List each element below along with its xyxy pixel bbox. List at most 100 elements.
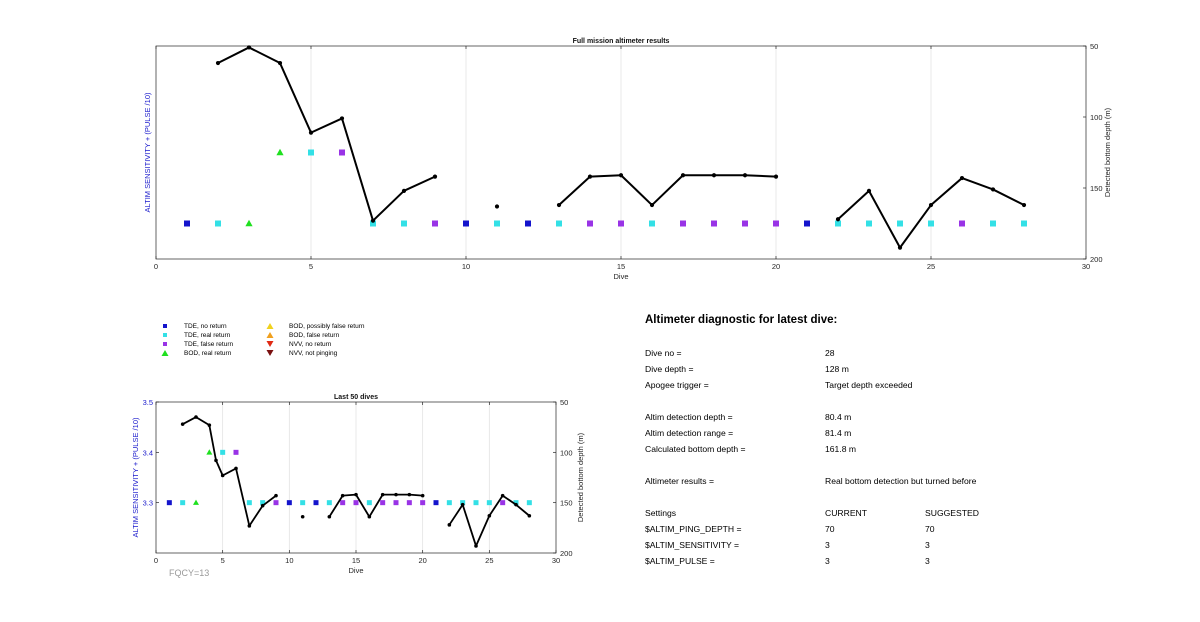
ping-depth-label: $ALTIM_PING_DEPTH = [645,524,742,534]
legend-marker [163,342,167,346]
bottom-depth-point [214,458,218,463]
bottom-depth-point [300,514,305,519]
data-point [370,220,376,227]
dive-no-value: 28 [825,348,835,358]
y-right-axis-label: Detected bottom depth (m) [576,432,585,522]
chart-title: Full mission altimeter results [573,38,670,45]
bottom-depth-point [274,493,278,498]
data-point [486,500,492,506]
bottom-depth-point [380,492,385,497]
x-tick-label: 0 [154,556,158,565]
legend-label: BOD, real return [184,349,232,357]
data-point [556,220,562,227]
data-point [308,149,314,156]
x-tick-label: 25 [485,556,493,565]
data-point [393,500,399,506]
bottom-depth-point [835,217,841,222]
data-point [618,220,624,227]
data-point [166,500,172,506]
bottom-depth-point [447,523,452,527]
legend-label: BOD, possibly false return [289,322,365,330]
data-point [773,220,779,227]
legend-item: BOD, false return [265,331,339,339]
y-right-tick-label: 150 [560,499,573,508]
current-header: CURRENT [825,508,868,518]
legend-label: NVV, no return [289,340,332,348]
data-point [366,500,372,506]
bottom-depth-point [260,503,265,508]
bottom-depth-point [556,202,562,208]
diagnostic-row: Altim detection depth = 80.4 m [645,412,1065,424]
data-point [494,220,500,227]
data-point [742,220,748,227]
bottom-depth-point [527,513,532,518]
apogee-label: Apogee trigger = [645,380,709,390]
bottom-depth-point [742,173,748,178]
legend-item: BOD, real return [160,349,231,357]
y-right-tick-label: 100 [1090,113,1103,122]
x-tick-label: 20 [418,556,426,565]
diagnostic-panel: Altimeter diagnostic for latest dive: Di… [645,312,1065,572]
data-point [835,220,841,227]
bottom-depth-point [460,502,465,507]
ping-depth-current: 70 [825,524,835,534]
data-point [711,220,717,227]
bottom-depth-line [182,416,277,527]
legend-label: TDE, no return [184,322,227,330]
legend-marker [163,333,167,337]
x-tick-label: 30 [552,556,560,565]
data-point [220,449,226,455]
detection-depth-value: 80.4 m [825,412,852,422]
detection-range-value: 81.4 m [825,428,852,438]
x-tick-label: 5 [221,556,225,565]
diagnostic-row: Dive no = 28 [645,348,1065,360]
data-point [649,220,655,227]
x-tick-label: 30 [1082,262,1090,271]
bottom-depth-point [420,493,425,498]
diagnostic-title: Altimeter diagnostic for latest dive: [645,314,838,326]
x-tick-label: 10 [462,262,470,271]
dive-no-label: Dive no = [645,348,682,358]
legend-marker [163,324,167,328]
bottom-depth-point [215,60,221,66]
diagnostic-row: Settings CURRENT SUGGESTED [645,508,1065,520]
bottom-depth-point [247,524,252,528]
y-left-tick-label: 3.4 [143,448,153,457]
legend-item: BOD, possibly false return [265,322,365,330]
y-left-tick-label: 3.3 [143,499,153,508]
bottom-depth-point [246,45,252,50]
bottom-depth-point [990,187,996,192]
legend-item: NVV, not pinging [265,349,337,357]
data-point [959,220,965,227]
results-value: Real bottom detection but turned before [825,476,977,486]
bottom-depth-point [866,188,872,193]
pulse-label: $ALTIM_PULSE = [645,556,715,566]
bottom-depth-point [494,204,500,209]
data-point [420,500,426,506]
bottom-depth-point [432,174,438,179]
bottom-depth-point [401,188,407,193]
data-point [286,500,292,506]
data-point [233,449,239,455]
legend-label: TDE, real return [184,331,231,339]
dive-depth-value: 128 m [825,364,849,374]
data-point [246,500,252,506]
x-tick-label: 20 [772,262,780,271]
data-point [587,220,593,227]
bottom-depth-point [1021,202,1027,208]
data-point [460,500,466,506]
legend: TDE, no return TDE, real return TDE, fal… [155,318,455,368]
legend-marker [266,341,274,347]
y-right-tick-label: 100 [560,448,573,457]
data-point [245,219,253,227]
diagnostic-row: Altim detection range = 81.4 m [645,428,1065,440]
y-right-tick-label: 200 [1090,255,1103,264]
dive-depth-label: Dive depth = [645,364,694,374]
diagnostic-row: Apogee trigger = Target depth exceeded [645,380,1065,392]
data-point [433,500,439,506]
bottom-depth-point [587,174,593,179]
bottom-depth-point [370,218,376,223]
detection-range-label: Altim detection range = [645,428,734,438]
y-right-tick-label: 150 [1090,184,1103,193]
bottom-depth-point [308,130,314,135]
